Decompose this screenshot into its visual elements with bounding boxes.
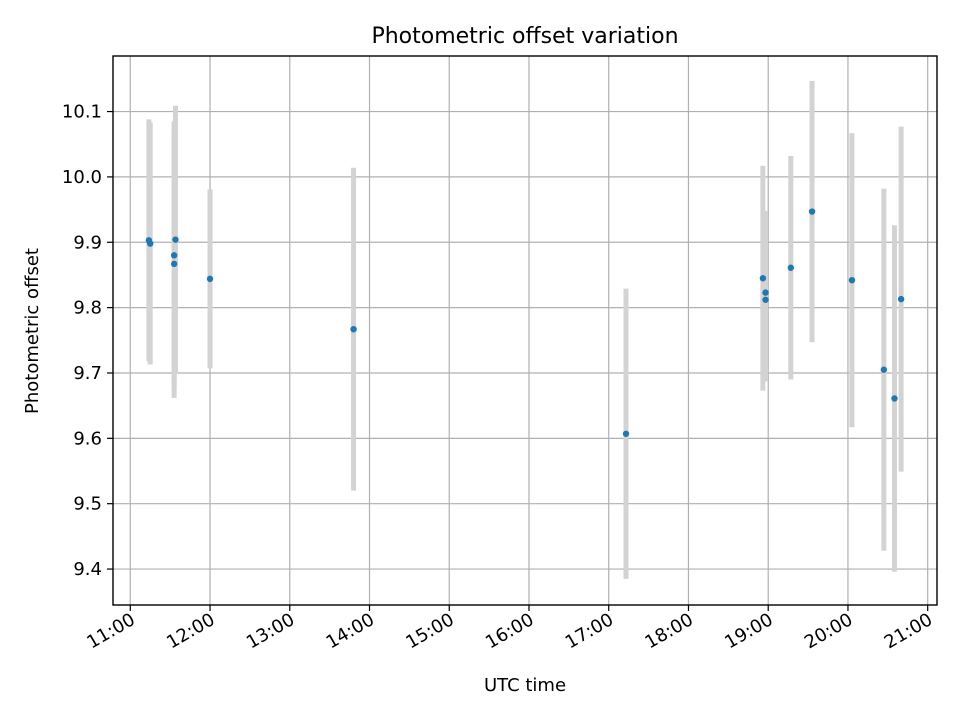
data-point — [170, 260, 178, 268]
data-point — [762, 296, 769, 303]
y-tick-label: 10.1 — [62, 102, 102, 123]
y-tick-label: 9.5 — [73, 494, 102, 515]
data-point — [762, 289, 769, 296]
data-point — [848, 276, 856, 284]
data-point — [808, 208, 816, 215]
data-point — [206, 275, 214, 283]
y-tick-label: 9.4 — [73, 559, 102, 580]
chart-title: Photometric offset variation — [371, 24, 678, 49]
y-tick-label: 9.6 — [73, 428, 102, 449]
data-point — [622, 430, 630, 437]
data-point — [897, 295, 905, 303]
plot-frame — [112, 55, 938, 606]
data-point — [350, 325, 357, 333]
y-axis-label: Photometric offset — [22, 248, 43, 414]
data-point-layer — [145, 208, 905, 437]
y-tick-label: 9.7 — [73, 363, 102, 384]
grid-layer — [113, 56, 937, 605]
x-axis-label: UTC time — [484, 675, 566, 696]
data-point — [880, 366, 888, 373]
data-point — [170, 252, 178, 259]
y-tick-label: 9.8 — [73, 298, 102, 319]
y-axis-ticks: 9.4 9.5 9.6 9.7 9.8 9.9 10.0 10.1 — [62, 102, 113, 580]
y-tick-label: 10.0 — [62, 167, 102, 188]
data-point — [787, 264, 795, 271]
data-point — [891, 395, 898, 402]
y-tick-label: 9.9 — [73, 232, 102, 253]
data-point — [759, 275, 767, 282]
data-point — [172, 236, 179, 243]
data-point — [147, 240, 154, 247]
